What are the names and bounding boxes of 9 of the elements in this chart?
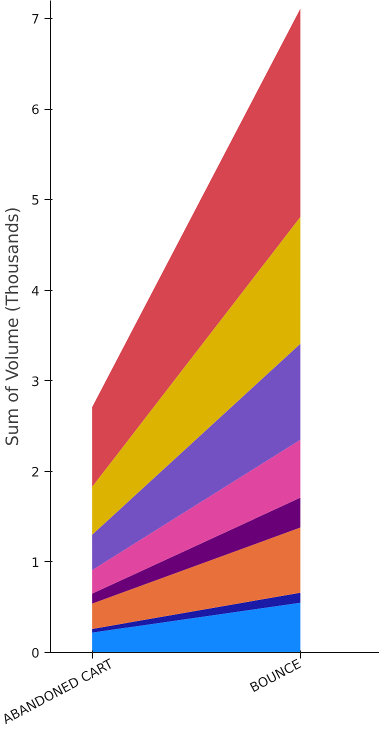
y-tick-label: 0 — [31, 646, 40, 662]
y-tick-label: 1 — [31, 556, 40, 571]
y-tick-label: 7 — [31, 12, 40, 28]
y-axis-title: Sum of Volume (Thousands) — [3, 206, 24, 446]
y-tick-label: 5 — [31, 194, 40, 209]
y-tick-label: 2 — [31, 465, 40, 480]
y-tick-label: 6 — [31, 103, 40, 118]
y-tick-label: 3 — [31, 374, 40, 390]
y-tick-label: 4 — [31, 284, 40, 300]
